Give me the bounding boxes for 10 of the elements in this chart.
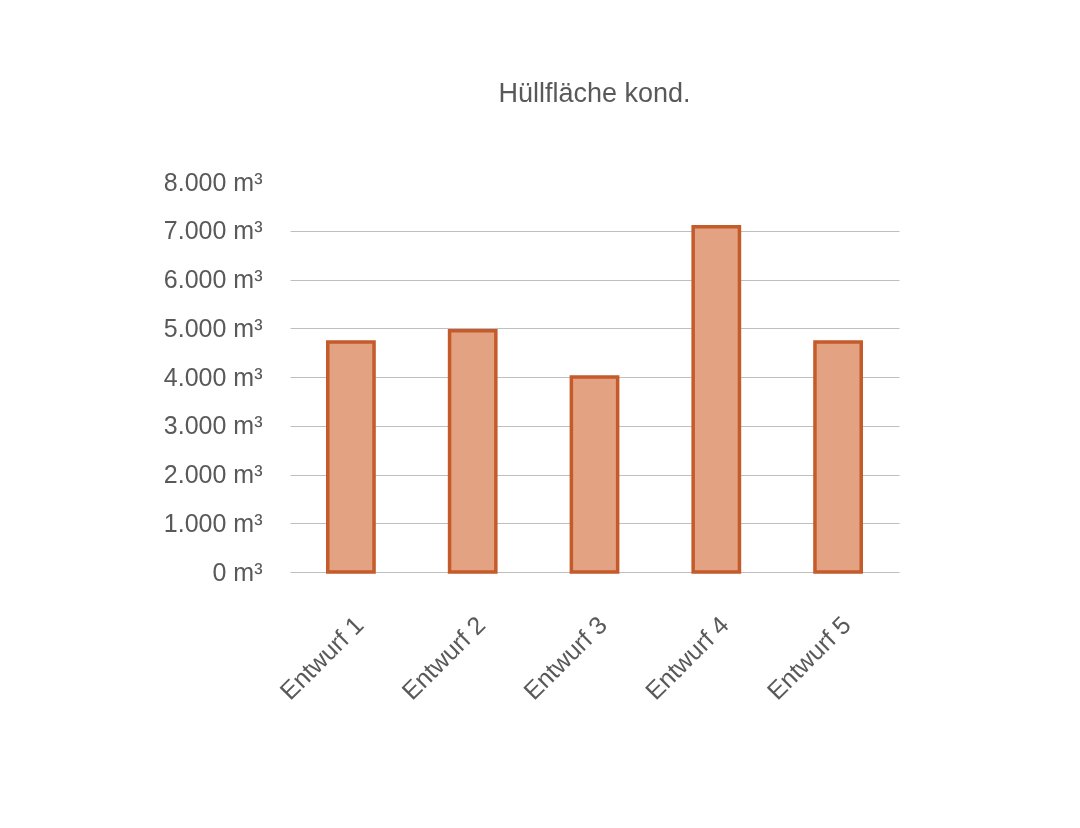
y-tick-label: 3.000 m³ [163, 411, 263, 440]
chart-title: Hüllfläche kond. [498, 78, 691, 108]
y-tick-label: 1.000 m³ [163, 508, 263, 537]
y-tick-label: 7.000 m³ [163, 216, 263, 245]
y-tick-label: 0 m³ [212, 557, 263, 586]
y-tick-label: 8.000 m³ [163, 167, 263, 196]
y-tick-label: 5.000 m³ [163, 313, 263, 342]
y-tick-label: 6.000 m³ [163, 265, 263, 293]
y-tick-label: 4.000 m³ [163, 362, 263, 391]
y-tick-label: 2.000 m³ [163, 460, 263, 488]
